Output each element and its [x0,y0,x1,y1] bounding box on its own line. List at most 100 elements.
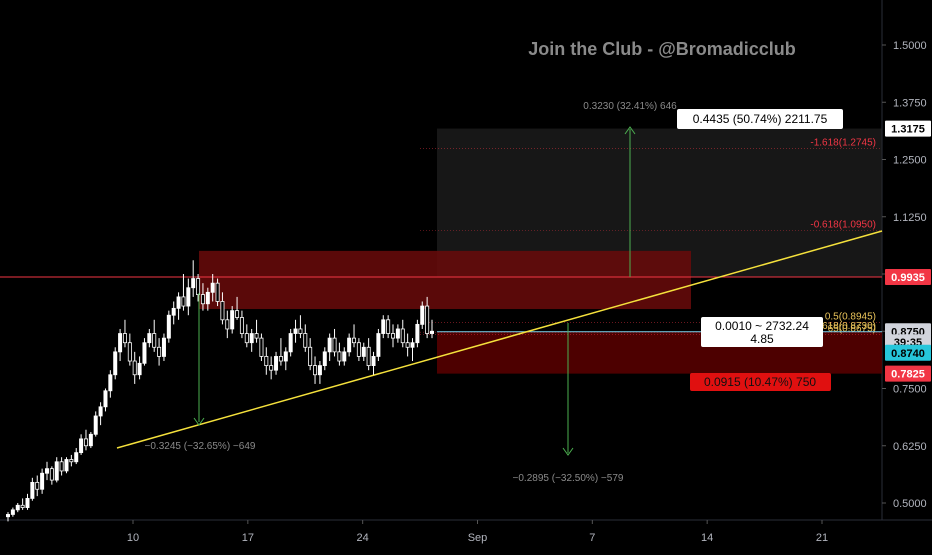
time-tick-label: 7 [589,532,595,544]
candle [210,274,215,302]
candle [10,507,15,517]
candle-body [215,282,220,302]
time-tick-label: 17 [242,532,254,544]
candle [342,347,347,366]
candle [347,333,352,357]
candle-body [152,333,157,348]
candle [166,310,171,343]
candle-body [196,278,201,296]
candle [235,296,240,320]
price-tick-label: 0.7500 [893,384,927,396]
candle [366,338,371,371]
candle-body [420,305,425,325]
candle [230,306,235,334]
time-axis[interactable]: 10 17 24 Sep 7 14 21 [127,520,828,544]
candle-body [122,333,127,344]
candle-body [181,296,186,307]
candle [25,493,30,510]
zones-layer [199,128,882,374]
candle-body [30,481,35,499]
candle [108,370,113,398]
candle-body [356,342,361,357]
candle-body [264,356,269,367]
candle-body [161,337,166,357]
trendline [116,230,883,449]
candle-body [142,342,147,364]
watermark-text: Join the Club - @Bromadicclub [528,39,796,59]
candle-body [74,452,79,463]
candle-body [93,415,98,435]
candle [259,333,264,362]
time-tick-label: 10 [127,532,139,544]
candle-body [205,291,210,305]
candle [327,333,332,362]
candle-body [157,346,162,357]
candle [356,338,361,362]
candle [249,328,254,352]
price-tick-label: 0.5000 [893,498,927,510]
candle-body [361,346,366,357]
candle-body [410,342,415,348]
candle [283,347,288,371]
candle-body [239,317,244,334]
target-box [677,109,843,129]
candle [64,457,69,474]
candle-body [108,374,113,392]
candle [395,324,400,343]
candle-body [132,360,137,376]
candle-body [371,356,376,367]
candle [288,328,293,357]
candle-body [166,314,171,339]
candle-body [337,351,342,362]
candle-body [249,333,254,344]
candle-body [69,459,74,463]
candle-body [118,333,123,353]
time-tick-label: 21 [816,532,828,544]
candle [308,338,313,371]
candle [269,356,274,380]
candle-body [342,351,347,362]
candle [293,319,298,343]
candle-body [415,323,420,344]
candle-body [171,307,176,316]
candle-body [35,481,40,490]
time-tick-label: 14 [701,532,713,544]
bid-price-label: 0.8740 [885,344,931,361]
candle-body [293,328,298,334]
price-tick-label: 1.1250 [893,212,927,224]
candle [264,347,269,375]
candle [244,324,249,348]
bid-price-label-text: 0.8740 [891,348,925,360]
candle-body [308,346,313,366]
candle [376,328,381,362]
candle-body [79,438,84,454]
candle [40,468,45,494]
time-tick-label: Sep [468,532,488,544]
candle-body [54,461,59,481]
candle-body [405,342,410,348]
candle [352,324,357,348]
candle [171,301,176,325]
candle-body [44,468,49,474]
candle-body [386,319,391,334]
candle [103,388,108,412]
candle [317,361,322,384]
candle-body [259,337,264,357]
candle-body [137,362,142,376]
candle [386,315,391,339]
resistance-price-label-text: 0.9935 [891,272,925,284]
measure-tools [193,126,636,456]
fib-levels: -1.618(1.2745)-0.618(1.0950)0.5(0.8945)6… [420,137,880,335]
price-tick-label: 1.2500 [893,155,927,167]
candle-body [235,310,240,318]
candle [93,411,98,437]
candle [20,498,25,510]
price-tick-label: 1.5000 [893,40,927,52]
candle-body [322,351,327,366]
candle [157,338,162,366]
candle-body [20,504,25,508]
bid-price-label-box [885,344,931,361]
candle-body [64,459,69,472]
